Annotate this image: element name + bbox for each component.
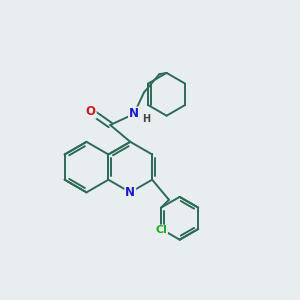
Text: Cl: Cl [155,226,167,236]
Text: O: O [86,105,96,118]
Text: H: H [142,114,151,124]
Text: N: N [125,186,135,199]
Text: N: N [129,107,139,121]
